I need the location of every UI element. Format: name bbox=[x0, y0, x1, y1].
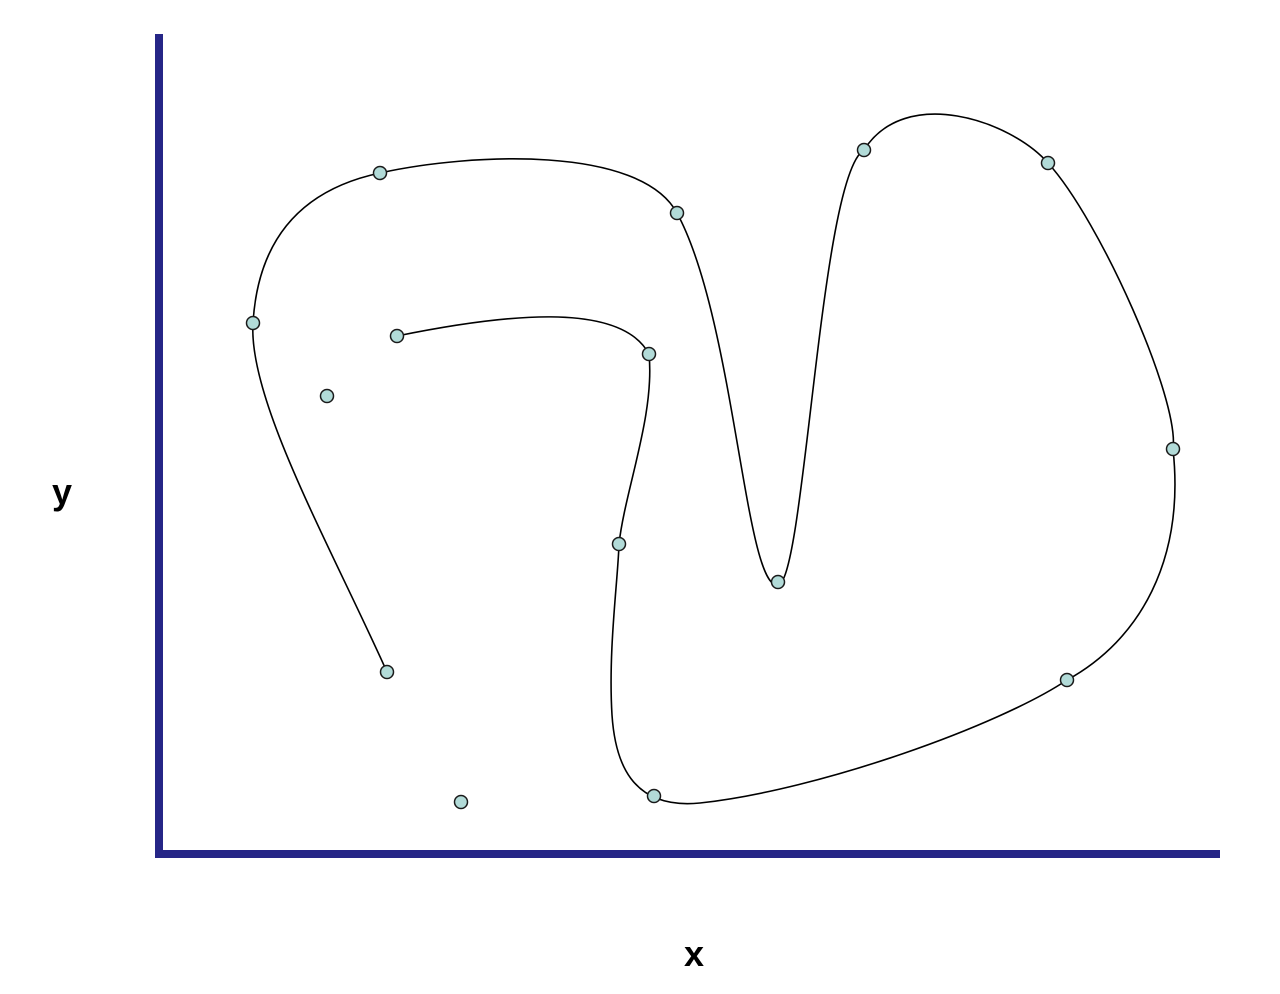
point-9 bbox=[1059, 672, 1075, 688]
point-6 bbox=[856, 142, 872, 158]
point-11 bbox=[611, 536, 627, 552]
point-4 bbox=[669, 205, 685, 221]
outlier-point-1 bbox=[319, 388, 335, 404]
sample-points bbox=[245, 142, 1181, 810]
point-12 bbox=[641, 346, 657, 362]
outlier-point-2 bbox=[453, 794, 469, 810]
point-13 bbox=[389, 328, 405, 344]
point-1 bbox=[379, 664, 395, 680]
point-10 bbox=[646, 788, 662, 804]
y-axis-label: y bbox=[52, 471, 73, 512]
point-8 bbox=[1165, 441, 1181, 457]
x-axis-label: x bbox=[684, 933, 705, 974]
point-2 bbox=[245, 315, 261, 331]
fitted-curve bbox=[252, 113, 1176, 805]
point-5 bbox=[770, 574, 786, 590]
point-7 bbox=[1040, 155, 1056, 171]
point-3 bbox=[372, 165, 388, 181]
